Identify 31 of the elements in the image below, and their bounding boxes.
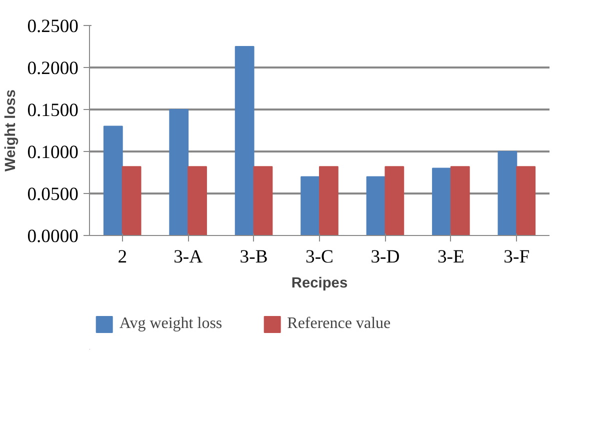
x-tick-label: 3-D: [370, 246, 400, 268]
x-tick-label: 3-C: [306, 246, 334, 268]
bar: [450, 166, 470, 236]
y-tick-label: 0.1500: [27, 100, 79, 121]
bar: [366, 176, 386, 236]
y-axis-title: Weight loss: [3, 90, 20, 172]
x-tick-label: 3-F: [504, 246, 530, 268]
bar: [319, 166, 338, 236]
y-tick-label: 0.0000: [27, 226, 79, 247]
bar: [188, 166, 207, 236]
bar: [169, 109, 189, 236]
bar: [498, 151, 518, 236]
bar: [300, 176, 320, 236]
bar: [432, 168, 452, 236]
x-tick-label: 2: [118, 246, 128, 268]
x-tick-label: 3-A: [174, 246, 204, 268]
x-tick-label: 3-B: [240, 246, 268, 268]
bar: [122, 166, 142, 236]
x-axis-title: Recipes: [291, 276, 348, 292]
y-tick-label: 0.0500: [27, 184, 79, 205]
bar: [384, 166, 404, 236]
legend-label: Avg weight loss: [119, 315, 222, 333]
x-tick-label: 3-E: [437, 246, 464, 268]
bar: [516, 166, 536, 236]
y-tick-label: 0.2500: [27, 16, 79, 37]
y-tick-label: 0.2000: [27, 58, 79, 79]
bar: [253, 166, 273, 236]
y-tick-label: 0.1000: [27, 142, 79, 163]
bar: [234, 46, 254, 236]
legend-label: Reference value: [287, 315, 391, 333]
bar: [103, 126, 123, 236]
